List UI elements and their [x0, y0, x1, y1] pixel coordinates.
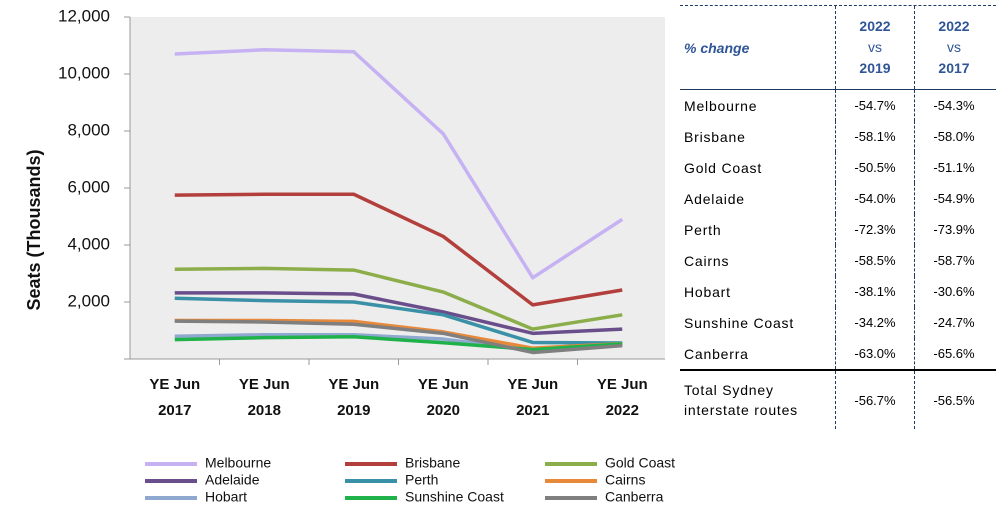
- header-row: % change 2022 vs 2019 2022 vs 2017: [680, 6, 996, 90]
- y-tick-label: 6,000: [67, 177, 110, 196]
- table-cell: -56.5%: [914, 371, 993, 429]
- series-line: [174, 48, 624, 280]
- table-cell: -58.7%: [914, 245, 993, 276]
- series-line: [174, 291, 623, 336]
- header-cell: % change: [684, 39, 750, 56]
- x-tick-label: YE Jun 2019: [328, 376, 379, 419]
- y-tick-label: 10,000: [58, 63, 110, 82]
- series-line: [174, 192, 623, 307]
- series-line: [174, 319, 623, 355]
- table-cell: -30.6%: [914, 276, 993, 307]
- table-cell: -63.0%: [835, 338, 914, 369]
- table-cell: Perth: [684, 221, 722, 238]
- table-row: Sunshine Coast -34.2% -24.7%: [680, 307, 996, 338]
- series-line: [174, 296, 623, 345]
- table-row: Cairns -58.5% -58.7%: [680, 245, 996, 276]
- table-cell: -58.0%: [914, 121, 993, 152]
- total-row: Total Sydney interstate routes -56.7% -56.…: [680, 369, 996, 429]
- x-tick-label: YE Jun 2017: [149, 376, 200, 419]
- table-cell: -54.9%: [914, 183, 993, 214]
- table-cell: -34.2%: [835, 307, 914, 338]
- table-cell: -73.9%: [914, 214, 993, 245]
- table-cell: -54.3%: [914, 90, 993, 121]
- table-row: Gold Coast -50.5% -51.1%: [680, 152, 996, 183]
- table-cell: -38.1%: [835, 276, 914, 307]
- series-line: [174, 266, 623, 331]
- legend-label: Melbourne: [205, 455, 271, 471]
- header-text: 2022 vs 2019: [859, 18, 891, 76]
- legend-label: Hobart: [205, 489, 247, 505]
- table-cell: -65.6%: [914, 338, 993, 369]
- header-cell: 2022 vs 2019: [835, 6, 914, 89]
- legend-label: Perth: [405, 472, 438, 488]
- legend-label: Canberra: [605, 489, 664, 505]
- y-tick-label: 12,000: [58, 6, 110, 25]
- y-tick-label: 4,000: [67, 234, 110, 253]
- table-cell: -54.0%: [835, 183, 914, 214]
- y-tick-label: 2,000: [67, 291, 110, 310]
- table-row: Adelaide -54.0% -54.9%: [680, 183, 996, 214]
- table-row: Brisbane -58.1% -58.0%: [680, 121, 996, 152]
- table-cell: Cairns: [684, 252, 730, 269]
- x-tick-label: YE Jun 2020: [418, 376, 469, 419]
- table-cell: Adelaide: [684, 190, 745, 207]
- table-cell: Hobart: [684, 283, 731, 300]
- table-row: Perth -72.3% -73.9%: [680, 214, 996, 245]
- table-cell: -24.7%: [914, 307, 993, 338]
- x-tick-label: YE Jun 2022: [597, 376, 648, 419]
- legend-label: Sunshine Coast: [405, 489, 504, 505]
- table-row: Hobart -38.1% -30.6%: [680, 276, 996, 307]
- series-line: [174, 335, 623, 352]
- table-cell: -51.1%: [914, 152, 993, 183]
- table-cell: -58.5%: [835, 245, 914, 276]
- table-cell: Total Sydney interstate routes: [684, 382, 798, 418]
- table-cell: Brisbane: [684, 128, 746, 145]
- table-cell: Sunshine Coast: [684, 314, 795, 331]
- legend-label: Adelaide: [205, 472, 260, 488]
- table-cell: -56.7%: [835, 371, 914, 429]
- table-cell: -72.3%: [835, 214, 914, 245]
- y-axis-label: Seats (Thousands): [24, 149, 44, 310]
- x-tick-label: YE Jun 2021: [507, 376, 558, 419]
- x-tick-label: YE Jun 2018: [239, 376, 290, 419]
- legend-label: Cairns: [605, 472, 645, 488]
- table-cell: Melbourne: [684, 97, 758, 114]
- table-cell: Canberra: [684, 345, 749, 362]
- legend-label: Brisbane: [405, 455, 460, 471]
- table-row: Canberra -63.0% -65.6%: [680, 338, 996, 369]
- header-text: 2022 vs 2017: [938, 18, 970, 76]
- table-cell: -54.7%: [835, 90, 914, 121]
- table-cell: -50.5%: [835, 152, 914, 183]
- legend-label: Gold Coast: [605, 455, 675, 471]
- table-cell: Gold Coast: [684, 159, 763, 176]
- table-row: Melbourne -54.7% -54.3%: [680, 90, 996, 121]
- y-tick-label: 8,000: [67, 120, 110, 139]
- header-cell: 2022 vs 2017: [914, 6, 993, 89]
- table: % change 2022 vs 2019 2022 vs 2017 Melbourne -54…: [680, 5, 996, 429]
- table-cell: -58.1%: [835, 121, 914, 152]
